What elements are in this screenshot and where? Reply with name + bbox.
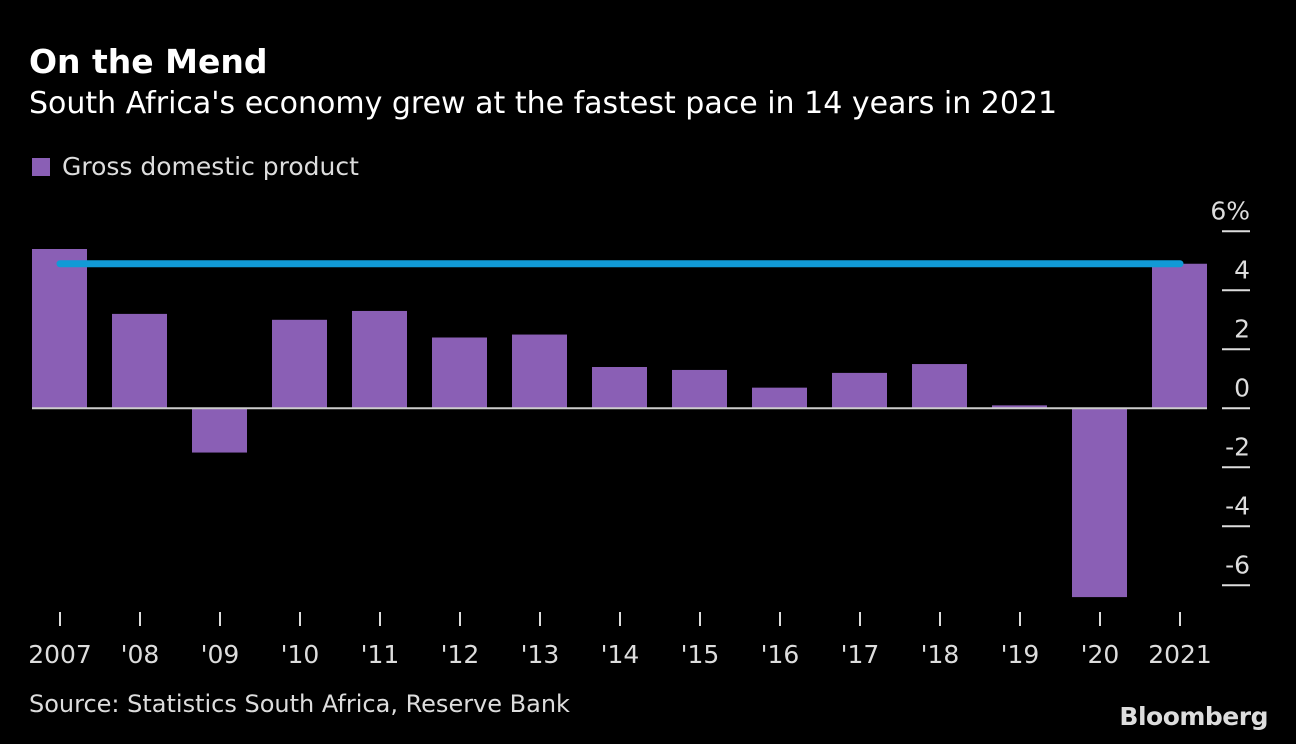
y-tick-label: 6% <box>1210 196 1250 225</box>
x-tick-label: '09 <box>201 640 240 669</box>
y-tick-label: -2 <box>1225 432 1250 461</box>
bar-'09 <box>192 408 247 453</box>
x-tick-label: '12 <box>441 640 480 669</box>
y-tick-label: -6 <box>1225 550 1250 579</box>
y-tick-label: 2 <box>1234 314 1250 343</box>
x-tick-label: 2007 <box>28 640 92 669</box>
bar-'17 <box>832 372 887 409</box>
y-tick-label: 4 <box>1234 255 1250 284</box>
source-note: Source: Statistics South Africa, Reserve… <box>29 690 570 718</box>
legend: Gross domestic product <box>32 152 359 181</box>
x-tick-label: '19 <box>1001 640 1040 669</box>
bar-'15 <box>672 369 727 409</box>
x-tick-label: 2021 <box>1148 640 1212 669</box>
y-tick-label: 0 <box>1234 373 1250 402</box>
x-tick-label: '15 <box>681 640 720 669</box>
x-tick-label: '17 <box>841 640 880 669</box>
bar-'12 <box>432 337 487 409</box>
x-tick-label: '13 <box>521 640 560 669</box>
x-tick-label: '08 <box>121 640 160 669</box>
legend-label: Gross domestic product <box>62 152 359 181</box>
x-tick-label: '11 <box>361 640 400 669</box>
bar-'19 <box>992 405 1047 409</box>
x-tick-label: '10 <box>281 640 320 669</box>
bar-'16 <box>752 387 807 409</box>
y-tick-label: -4 <box>1225 491 1250 520</box>
bar-'13 <box>512 334 567 409</box>
bar-'14 <box>592 367 647 409</box>
bar-'11 <box>352 310 407 409</box>
x-tick-label: '18 <box>921 640 960 669</box>
bar-'08 <box>112 313 167 409</box>
bar-2021 <box>1152 263 1207 409</box>
x-tick-label: '14 <box>601 640 640 669</box>
chart-title: On the Mend <box>29 42 268 81</box>
x-tick-label: '20 <box>1081 640 1120 669</box>
legend-swatch <box>32 157 50 176</box>
bar-'20 <box>1072 408 1127 598</box>
x-tick-label: '16 <box>761 640 800 669</box>
chart-subtitle: South Africa's economy grew at the faste… <box>29 86 1058 121</box>
bloomberg-logo: Bloomberg <box>1119 702 1268 731</box>
bar-2007 <box>32 249 87 409</box>
bar-'10 <box>272 319 327 409</box>
bar-'18 <box>912 364 967 409</box>
